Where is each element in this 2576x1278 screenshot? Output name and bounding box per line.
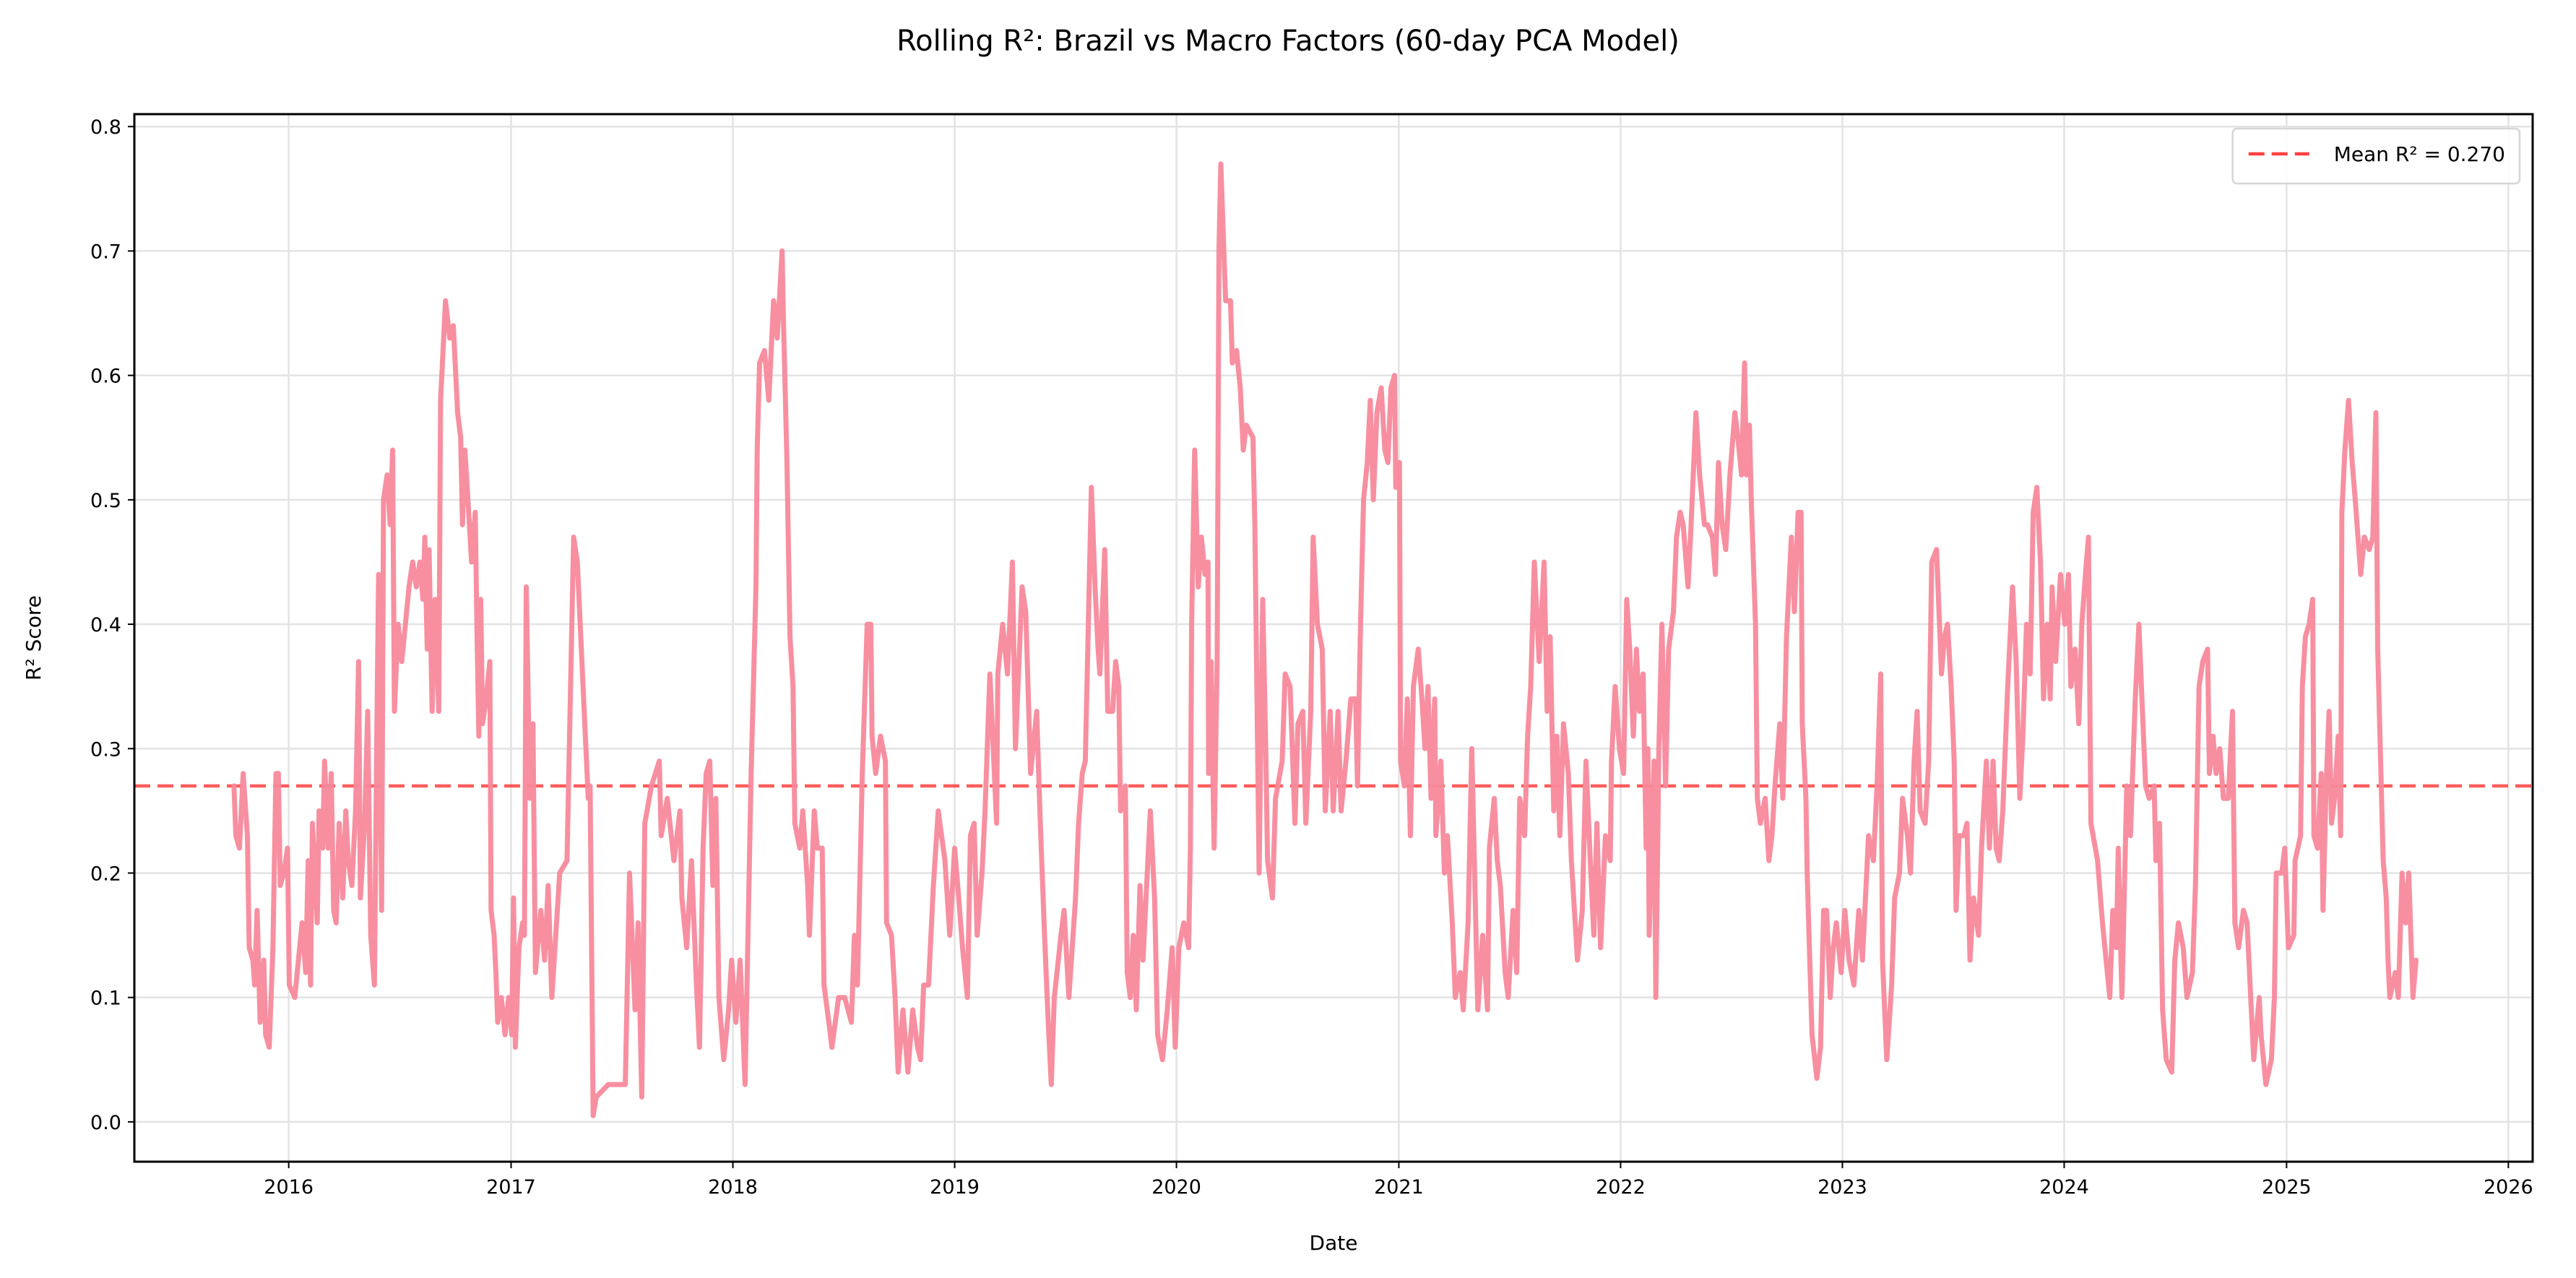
y-tick-label: 0.0: [90, 1112, 121, 1134]
x-axis: 2016 2017 2018 2019 2020 2021 2022 2023 2024 2025…: [264, 1162, 2533, 1199]
legend: Mean R² = 0.270: [2231, 127, 2521, 185]
legend-mean-label: Mean R² = 0.270: [2334, 142, 2505, 166]
gridlines: [134, 114, 2533, 1162]
x-tick-label: 2021: [1374, 1176, 1424, 1199]
y-tick-label: 0.8: [90, 116, 121, 139]
chart-title: Rolling R²: Brazil vs Macro Factors (60-…: [896, 25, 1680, 58]
plot-frame: [133, 113, 2534, 1163]
x-tick-label: 2019: [930, 1176, 980, 1199]
y-tick-label: 0.2: [90, 863, 121, 885]
legend-box: [2231, 127, 2521, 185]
x-tick-label: 2018: [708, 1176, 758, 1199]
y-tick-label: 0.1: [90, 988, 121, 1010]
y-tick-label: 0.3: [90, 738, 121, 761]
x-tick-label: 2023: [1818, 1176, 1867, 1199]
x-tick-label: 2017: [486, 1176, 536, 1199]
x-tick-label: 2024: [2039, 1176, 2089, 1199]
y-tick-label: 0.6: [90, 366, 121, 388]
y-tick-label: 0.5: [90, 490, 121, 512]
y-axis-label: R² Score: [22, 595, 46, 681]
series-line: [231, 161, 2419, 1118]
x-tick-label: 2016: [264, 1176, 314, 1199]
x-tick-label: 2022: [1596, 1176, 1646, 1199]
x-tick-label: 2026: [2484, 1176, 2533, 1199]
x-tick-label: 2020: [1151, 1176, 1201, 1199]
y-tick-label: 0.7: [90, 241, 121, 263]
x-tick-label: 2025: [2262, 1176, 2312, 1199]
x-axis-label: Date: [1310, 1231, 1358, 1255]
y-tick-label: 0.4: [90, 614, 121, 636]
y-axis: 0.0 0.1 0.2 0.3 0.4 0.5 0.6 0.7 0.8: [90, 116, 134, 1134]
